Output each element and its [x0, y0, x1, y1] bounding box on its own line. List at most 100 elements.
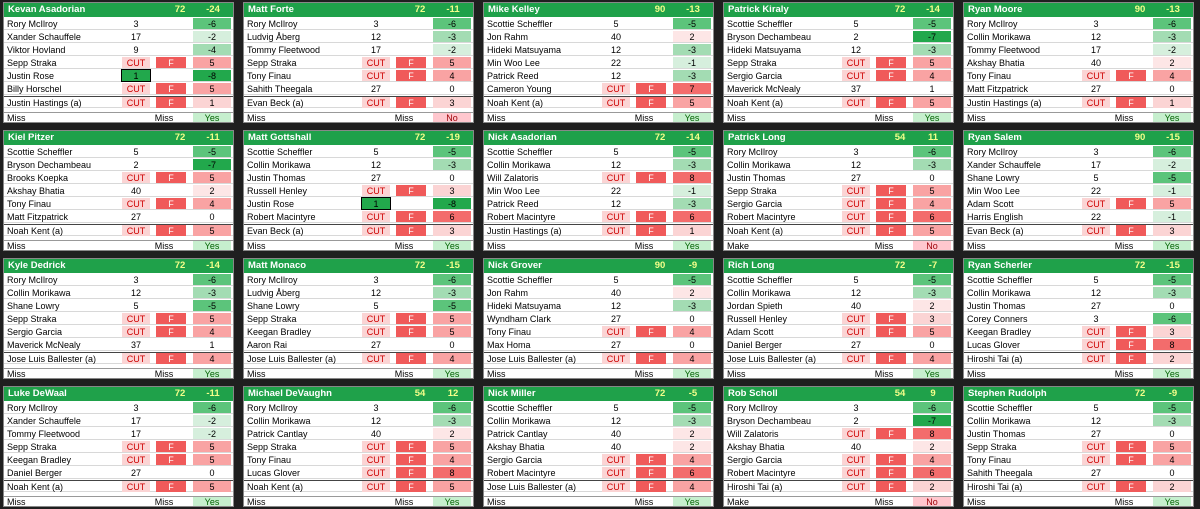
footer-result: Yes: [193, 241, 231, 250]
player-finish: 3: [133, 19, 139, 29]
footer-amateur-status: Miss: [394, 497, 414, 507]
player-score: 2: [673, 428, 711, 439]
player-row: Will Zalatoris CUT F 8: [484, 172, 713, 184]
player-name: Rory McIlroy: [967, 147, 1018, 157]
player-finish: CUT: [122, 441, 150, 452]
cut-flag: [636, 274, 666, 285]
player-finish: CUT: [1082, 97, 1110, 108]
team-name: Rob Scholl: [728, 388, 778, 399]
player-row: Jon Rahm 40 2: [484, 287, 713, 299]
player-score: 4: [433, 353, 471, 364]
player-row: Sepp Straka CUT F 5: [724, 57, 953, 69]
cut-flag: [1116, 57, 1146, 68]
player-score: 5: [193, 225, 231, 236]
cut-flag: F: [1116, 353, 1146, 364]
player-name: Hiroshi Tai (a): [967, 354, 1023, 364]
player-finish: CUT: [122, 172, 150, 183]
player-name: Collin Morikawa: [727, 288, 791, 298]
cut-flag: [876, 172, 906, 183]
player-finish: 17: [1090, 160, 1101, 170]
player-score: -3: [1153, 31, 1191, 42]
player-name: Sepp Straka: [967, 442, 1017, 452]
team-header: Patrick Long 54 11: [724, 131, 953, 145]
player-name: Tommy Fleetwood: [7, 429, 81, 439]
player-finish: 12: [850, 45, 861, 55]
player-score: 5: [433, 57, 471, 68]
player-score: 5: [193, 57, 231, 68]
player-finish: CUT: [1082, 353, 1110, 364]
player-name: Matt Fitzpatrick: [967, 84, 1029, 94]
footer-cut-status: Miss: [247, 241, 266, 251]
player-name: Justin Thomas: [967, 429, 1026, 439]
cut-flag: F: [156, 83, 186, 94]
player-name: Justin Rose: [7, 71, 55, 81]
team-footer: Miss Miss Yes: [484, 368, 713, 378]
cut-flag: [876, 146, 906, 157]
cut-flag: [156, 415, 186, 426]
player-finish: 40: [610, 429, 621, 439]
cut-flag: [1116, 274, 1146, 285]
footer-cut-status: Miss: [247, 369, 266, 379]
player-score: 0: [433, 172, 471, 183]
player-row: Rory McIlroy 3 -6: [244, 274, 473, 286]
player-name: Daniel Berger: [7, 468, 63, 478]
footer-amateur-status: Miss: [634, 241, 654, 251]
player-score: -5: [1153, 172, 1191, 183]
player-name: Maverick McNealy: [7, 340, 81, 350]
player-row: Scottie Scheffler 5 -5: [244, 146, 473, 158]
player-finish: CUT: [362, 57, 390, 68]
footer-result: Yes: [673, 113, 711, 122]
player-name: Rory McIlroy: [967, 19, 1018, 29]
player-name: Jose Luis Ballester (a): [247, 354, 337, 364]
cut-flag: [1116, 172, 1146, 183]
player-finish: CUT: [842, 225, 870, 236]
player-name: Min Woo Lee: [487, 186, 540, 196]
player-finish: CUT: [122, 198, 150, 209]
player-row: Maverick McNealy 37 1: [4, 339, 233, 351]
team-total: -15: [1166, 260, 1180, 271]
team-header: Ryan Salem 90 -15: [964, 131, 1193, 145]
player-finish: CUT: [842, 428, 870, 439]
player-name: Rory McIlroy: [7, 275, 58, 285]
player-score: 4: [433, 70, 471, 81]
footer-result: Yes: [193, 497, 231, 506]
player-score: -5: [193, 146, 231, 157]
player-name: Max Homa: [487, 340, 531, 350]
player-score: 4: [913, 198, 951, 209]
player-row: Hideki Matsuyama 12 -3: [724, 44, 953, 56]
player-score: -6: [193, 274, 231, 285]
player-score: -6: [433, 274, 471, 285]
player-row: Scottie Scheffler 5 -5: [4, 146, 233, 158]
player-name: Tony Finau: [247, 455, 292, 465]
player-row: Matt Fitzpatrick 27 0: [964, 83, 1193, 95]
player-name: Collin Morikawa: [7, 288, 71, 298]
player-finish: 3: [1093, 19, 1099, 29]
player-row: Justin Hastings (a) CUT F 1: [964, 96, 1193, 108]
team-footer: Miss Miss Yes: [964, 496, 1193, 506]
team-par: 72: [414, 132, 426, 143]
team-header: Kiel Pitzer 72 -11: [4, 131, 233, 145]
player-row: Rory McIlroy 3 -6: [964, 146, 1193, 158]
player-name: Jose Luis Ballester (a): [727, 354, 817, 364]
player-score: -5: [433, 300, 471, 311]
footer-cut-status: Miss: [247, 497, 266, 507]
player-name: Patrick Reed: [487, 71, 539, 81]
cut-flag: [876, 159, 906, 170]
player-score: 5: [193, 83, 231, 94]
player-score: 2: [913, 481, 951, 492]
team-header: Kevan Asadorian 72 -24: [4, 3, 233, 17]
team-footer: Make Miss No: [724, 496, 953, 506]
cut-flag: [636, 70, 666, 81]
player-row: Jose Luis Ballester (a) CUT F 4: [244, 352, 473, 364]
team-header: Nick Miller 72 -5: [484, 387, 713, 401]
player-name: Xander Schauffele: [7, 416, 81, 426]
player-score: 4: [1153, 70, 1191, 81]
team-card: Mike Kelley 90 -13 Scottie Scheffler 5 -5 Jon …: [483, 2, 714, 123]
player-row: Justin Thomas 27 0: [964, 300, 1193, 312]
cut-flag: F: [876, 97, 906, 108]
player-finish: CUT: [122, 313, 150, 324]
cut-flag: [1116, 467, 1146, 478]
player-score: -3: [673, 70, 711, 81]
player-finish: 5: [613, 275, 619, 285]
team-header: Matt Monaco 72 -15: [244, 259, 473, 273]
